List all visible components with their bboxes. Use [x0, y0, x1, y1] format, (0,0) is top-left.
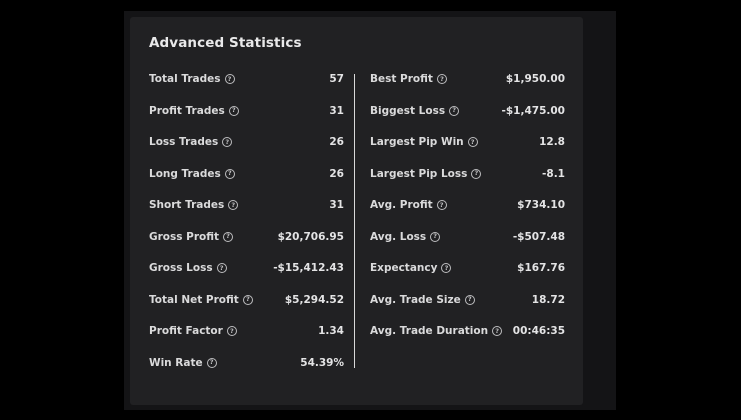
stat-label: Profit Trades — [149, 104, 225, 117]
stat-label: Long Trades — [149, 167, 221, 180]
stat-value: 31 — [329, 104, 344, 117]
stat-value: 31 — [329, 199, 344, 211]
stat-label: Best Profit — [370, 73, 433, 85]
help-icon[interactable]: ? — [226, 326, 237, 336]
stat-label: Win Rate — [149, 356, 203, 369]
stat-value: -8.1 — [542, 167, 565, 180]
help-icon[interactable]: ? — [436, 74, 447, 84]
stat-value: $167.76 — [517, 262, 565, 274]
column-divider — [354, 74, 355, 368]
stat-row-profit-factor: Profit Factor? 1.34 — [149, 322, 344, 354]
stat-row-expectancy: Expectancy? $167.76 — [370, 259, 565, 291]
stat-row-profit-trades: Profit Trades? 31 — [149, 102, 344, 134]
stat-label: Expectancy — [370, 262, 438, 274]
help-icon[interactable]: ? — [224, 168, 235, 179]
help-icon[interactable]: ? — [436, 200, 447, 210]
help-icon[interactable]: ? — [441, 263, 452, 273]
advanced-statistics-panel: Advanced Statistics Total Trades? 57 Pro… — [130, 17, 583, 405]
stat-value: $20,706.95 — [277, 230, 344, 243]
stat-label: Profit Factor — [149, 325, 223, 337]
stat-row-avg-trade-size: Avg. Trade Size? 18.72 — [370, 291, 565, 323]
help-icon[interactable]: ? — [430, 231, 441, 242]
stat-label: Avg. Loss — [370, 230, 427, 243]
stat-row-gross-loss: Gross Loss? -$15,412.43 — [149, 259, 344, 291]
help-icon[interactable]: ? — [228, 200, 239, 210]
stat-value: 26 — [329, 136, 344, 148]
stat-row-largest-pip-win: Largest Pip Win? 12.8 — [370, 133, 565, 165]
stat-value: -$507.48 — [512, 230, 565, 243]
stat-value: 18.72 — [531, 293, 565, 306]
stat-label: Loss Trades — [149, 136, 219, 148]
help-icon[interactable]: ? — [492, 326, 503, 336]
stat-value: $734.10 — [517, 199, 565, 211]
stat-value: -$15,412.43 — [273, 262, 344, 274]
stat-row-avg-profit: Avg. Profit? $734.10 — [370, 196, 565, 228]
stat-label: Avg. Trade Size — [370, 293, 461, 306]
stat-label: Total Trades — [149, 73, 221, 85]
stat-value: $5,294.52 — [284, 293, 344, 306]
help-icon[interactable]: ? — [206, 357, 217, 368]
stats-column-right: Best Profit? $1,950.00 Biggest Loss? -$1… — [370, 70, 565, 354]
help-icon[interactable]: ? — [464, 294, 475, 305]
panel-title: Advanced Statistics — [149, 35, 302, 51]
stat-row-avg-loss: Avg. Loss? -$507.48 — [370, 228, 565, 260]
help-icon[interactable]: ? — [471, 168, 482, 179]
stat-label: Total Net Profit — [149, 293, 239, 306]
stat-value: $1,950.00 — [505, 73, 565, 85]
stat-label: Largest Pip Loss — [370, 167, 468, 180]
help-icon[interactable]: ? — [242, 294, 253, 305]
stat-value: 1.34 — [318, 325, 344, 337]
stat-row-loss-trades: Loss Trades? 26 — [149, 133, 344, 165]
stat-value: 00:46:35 — [512, 325, 565, 337]
stat-label: Avg. Profit — [370, 199, 433, 211]
stat-value: 26 — [329, 167, 344, 180]
stat-label: Short Trades — [149, 199, 225, 211]
help-icon[interactable]: ? — [222, 137, 233, 147]
help-icon[interactable]: ? — [224, 74, 235, 84]
help-icon[interactable]: ? — [467, 137, 478, 147]
stat-row-win-rate: Win Rate? 54.39% — [149, 354, 344, 386]
help-icon[interactable]: ? — [223, 231, 234, 242]
stat-row-largest-pip-loss: Largest Pip Loss? -8.1 — [370, 165, 565, 197]
stat-row-total-trades: Total Trades? 57 — [149, 70, 344, 102]
stat-row-biggest-loss: Biggest Loss? -$1,475.00 — [370, 102, 565, 134]
stat-value: 54.39% — [300, 356, 344, 369]
stat-row-best-profit: Best Profit? $1,950.00 — [370, 70, 565, 102]
stat-label: Gross Loss — [149, 262, 213, 274]
stat-value: -$1,475.00 — [501, 104, 565, 117]
stat-row-short-trades: Short Trades? 31 — [149, 196, 344, 228]
stat-label: Largest Pip Win — [370, 136, 464, 148]
stat-row-long-trades: Long Trades? 26 — [149, 165, 344, 197]
help-icon[interactable]: ? — [228, 105, 239, 116]
help-icon[interactable]: ? — [449, 105, 460, 116]
stat-value: 12.8 — [539, 136, 565, 148]
stat-label: Avg. Trade Duration — [370, 325, 489, 337]
stat-row-total-net-profit: Total Net Profit? $5,294.52 — [149, 291, 344, 323]
stat-label: Biggest Loss — [370, 104, 446, 117]
stat-row-gross-profit: Gross Profit? $20,706.95 — [149, 228, 344, 260]
stat-row-avg-trade-duration: Avg. Trade Duration? 00:46:35 — [370, 322, 565, 354]
stat-label: Gross Profit — [149, 230, 220, 243]
help-icon[interactable]: ? — [216, 263, 227, 273]
stat-value: 57 — [329, 73, 344, 85]
stats-column-left: Total Trades? 57 Profit Trades? 31 Loss … — [149, 70, 344, 385]
